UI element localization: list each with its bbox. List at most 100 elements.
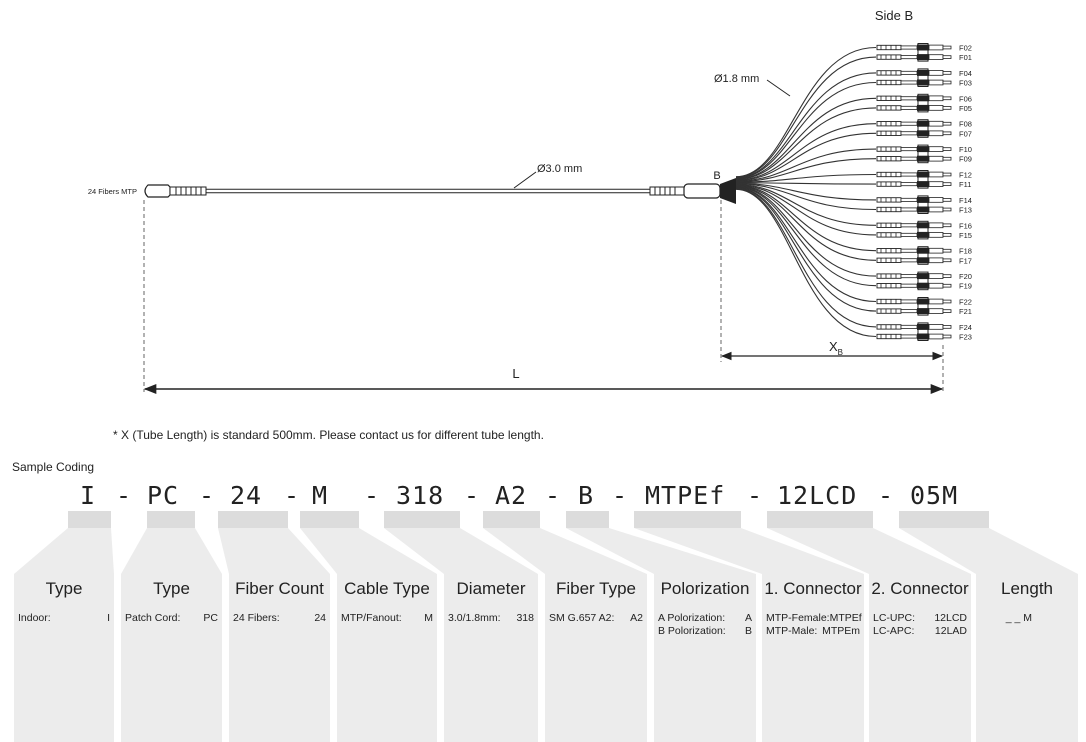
column-row-value: A2 [630, 612, 643, 624]
column-row-value: 24 [314, 612, 326, 624]
tube-length-x: X [829, 339, 838, 354]
sample-coding-title: Sample Coding [12, 460, 95, 474]
column-row-value: 12LAD [934, 625, 967, 637]
tube-length-note: * X (Tube Length) is standard 500mm. Ple… [113, 428, 544, 442]
column-header: Fiber Count [235, 579, 324, 598]
lc-body [917, 44, 929, 51]
tube-length-sub: B [838, 348, 843, 357]
column-header: 2. Connector [871, 579, 969, 598]
extension-lines [143, 200, 944, 392]
code-connector-trapezoid [566, 528, 756, 574]
fiber-label: F09 [959, 155, 972, 164]
lc-ferrule [942, 131, 952, 136]
column-row: B Polorization: B [658, 625, 752, 638]
lc-latch [928, 247, 944, 254]
lc-body [917, 104, 929, 111]
column-row-value: MTPEm [822, 625, 860, 637]
column-body: 24 Fibers: 24 [229, 604, 330, 625]
lc-latch [928, 273, 944, 279]
duplex-clip [917, 43, 929, 62]
fanout-leg [735, 158, 877, 183]
lc-sleeve [900, 45, 918, 50]
column-header: 1. Connector [764, 579, 862, 598]
column-row: SM G.657 A2: A2 [549, 612, 643, 625]
trunk-diameter-label: Ø3.0 mm [537, 163, 582, 175]
lc-sleeve [900, 197, 918, 202]
lc-ferrule [942, 106, 952, 110]
lc-sleeve [900, 80, 918, 85]
column-row-value: I [107, 612, 110, 624]
lc-latch [928, 298, 944, 305]
lc-body [917, 222, 929, 229]
fanout-leg [735, 184, 877, 252]
lc-latch [928, 70, 944, 76]
code-segment-underline [68, 511, 111, 528]
lc-ferrule [942, 283, 952, 288]
lc-latch [928, 44, 944, 51]
fanout-leg [735, 187, 877, 303]
fiber-label: F14 [959, 196, 972, 205]
fanout-leg [735, 173, 877, 183]
fiber-label: F17 [959, 256, 972, 265]
code-connector-trapezoid [899, 528, 1078, 574]
fanout-legs: F02F01F04F03F06F05F08F07F10F09F12F11F14F… [735, 43, 972, 342]
fiber-label: F18 [959, 247, 972, 256]
lc-latch [928, 181, 944, 187]
duplex-clip [917, 68, 929, 88]
code-segment: I [80, 481, 97, 510]
code-segment-underline [899, 511, 989, 528]
code-connector-trapezoid [218, 528, 330, 574]
lc-sleeve [900, 131, 918, 136]
lc-latch [928, 257, 944, 264]
column-row-value: B [744, 625, 752, 637]
lc-sleeve [900, 105, 918, 110]
lc-sleeve [900, 324, 918, 329]
code-column: Type Indoor: I [14, 574, 114, 742]
lc-ferrule [942, 80, 952, 85]
column-row-label: B Polorization: [658, 625, 726, 637]
lc-body [917, 120, 929, 127]
fiber-label: F13 [959, 206, 972, 215]
code-segment: MTPEf [645, 481, 726, 510]
lc-body [917, 231, 929, 238]
fiber-label: F12 [959, 171, 972, 180]
lc-ferrule [942, 299, 952, 304]
fanout-leg [735, 186, 877, 277]
lc-body [917, 257, 929, 264]
lc-ferrule [942, 96, 952, 101]
fiber-label: F05 [959, 104, 972, 113]
fanout-leg [735, 182, 877, 185]
lc-latch [928, 95, 944, 102]
lc-latch [928, 146, 944, 152]
code-connector-trapezoid [121, 528, 222, 574]
lc-sleeve [900, 147, 918, 152]
lc-body [917, 308, 929, 315]
column-body: MTP/Fanout: M [337, 604, 437, 625]
column-header: Type [45, 579, 83, 598]
fiber-label: F10 [959, 145, 972, 154]
duplex-clip [917, 297, 929, 316]
code-segment-underline [218, 511, 288, 528]
column-row-label: MTP-Female: [766, 612, 830, 624]
lc-body [917, 247, 929, 254]
cable-diagram: Side B 24 Fibers MTP Ø3.0 mm B F0 [88, 8, 972, 395]
lc-body [917, 146, 929, 153]
code-column: 1. Connector MTP-Female: MTPEf MTP-Male: MTP… [762, 574, 864, 742]
lc-ferrule [942, 207, 952, 212]
lc-latch [928, 171, 944, 178]
code-separator: - [199, 481, 216, 510]
column-header: Cable Type [344, 579, 430, 598]
fiber-label: F23 [959, 333, 972, 342]
column-body: SM G.657 A2: A2 [545, 604, 647, 625]
fiber-label: F11 [959, 180, 971, 189]
code-segment-underline [300, 511, 359, 528]
fanout-leg [735, 187, 877, 312]
code-separator: - [747, 481, 764, 510]
fiber-label: F02 [959, 44, 972, 53]
code-column: 2. Connector LC-UPC: 12LCD LC-APC: 12LAD [869, 574, 971, 742]
tube-length-label: XB [829, 339, 843, 357]
lc-sleeve [900, 70, 918, 75]
fanout-leg [735, 72, 877, 179]
code-connector-trapezoid [300, 528, 437, 574]
lc-latch [928, 206, 944, 213]
